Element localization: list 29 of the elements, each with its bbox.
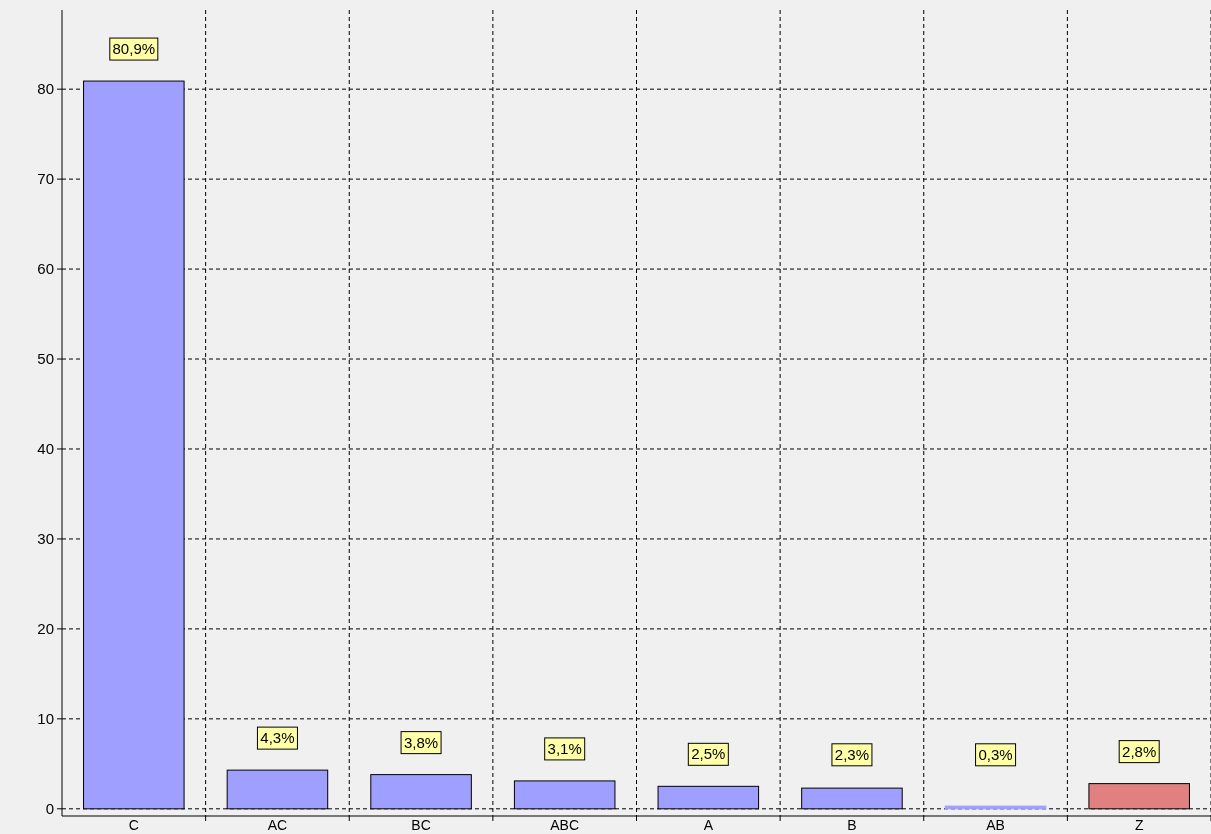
x-tick-label: ABC: [550, 817, 580, 833]
data-label: 4,3%: [260, 729, 295, 747]
y-tick-label: 80: [37, 80, 54, 98]
y-tick-label: 20: [37, 620, 54, 638]
data-label: 2,3%: [834, 745, 870, 763]
bar: [370, 774, 472, 810]
data-label: 80,9%: [112, 40, 156, 58]
bar: [83, 80, 185, 810]
data-label: 2,5%: [691, 745, 726, 763]
x-tick-label: BC: [411, 817, 431, 833]
y-tick-label: 50: [37, 350, 54, 368]
x-tick-label: B: [847, 817, 857, 833]
x-tick-label: AB: [986, 817, 1005, 833]
data-label: 0,3%: [978, 745, 1013, 763]
bar: [944, 805, 1047, 810]
x-tick-label: Z: [1134, 817, 1144, 833]
data-label: 3,8%: [403, 733, 439, 751]
x-tick-label: A: [703, 817, 714, 833]
y-tick-label: 40: [37, 440, 54, 458]
y-tick-label: 10: [37, 710, 54, 728]
y-tick-label: 30: [37, 530, 54, 548]
y-tick-label: 70: [37, 170, 54, 188]
bar: [657, 785, 760, 810]
data-label: 3,1%: [547, 739, 582, 757]
y-tick-label: 0: [45, 800, 54, 818]
x-tick-label: AC: [267, 817, 288, 833]
x-tick-label: C: [128, 817, 139, 833]
y-tick-label: 60: [37, 260, 54, 278]
data-label: 2,8%: [1122, 742, 1157, 760]
